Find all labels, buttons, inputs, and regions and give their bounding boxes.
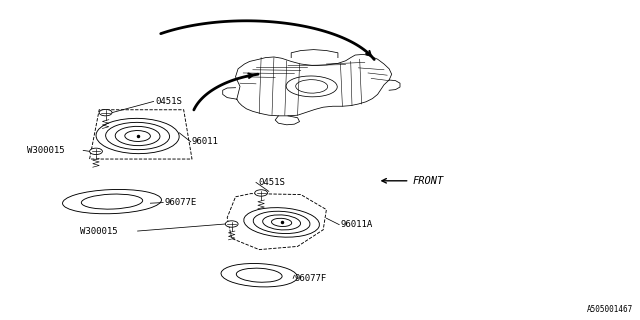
Circle shape: [99, 109, 112, 116]
Text: W300015: W300015: [80, 227, 118, 236]
Circle shape: [90, 148, 102, 155]
Text: 96077F: 96077F: [294, 274, 326, 283]
Text: W300015: W300015: [27, 146, 65, 155]
Text: 96011A: 96011A: [340, 220, 372, 229]
Text: 0451S: 0451S: [258, 178, 285, 187]
Text: A505001467: A505001467: [588, 305, 634, 314]
Text: 96011: 96011: [192, 137, 219, 146]
Text: 0451S: 0451S: [156, 97, 182, 106]
Text: FRONT: FRONT: [413, 176, 444, 186]
Circle shape: [255, 190, 268, 196]
Circle shape: [225, 221, 238, 227]
Text: 96077E: 96077E: [164, 198, 196, 207]
